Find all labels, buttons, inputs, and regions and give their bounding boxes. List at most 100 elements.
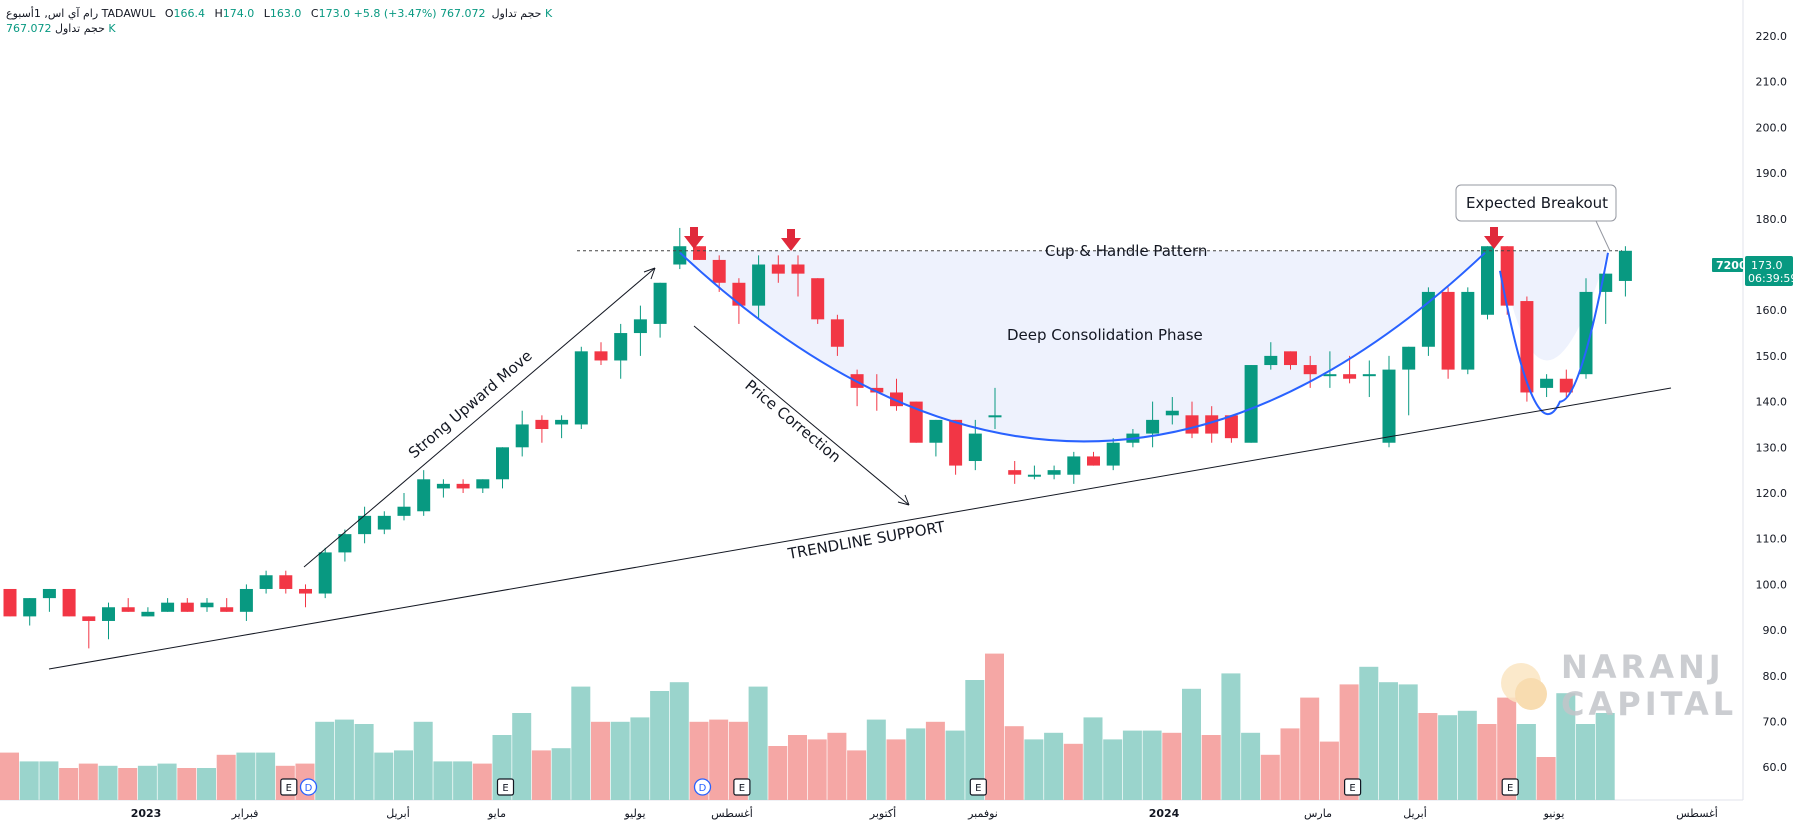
- volume-bar: [571, 686, 591, 800]
- candle-body: [82, 616, 96, 621]
- earnings-marker[interactable]: E: [733, 778, 751, 796]
- candle-body: [1165, 410, 1179, 416]
- candle-body: [102, 607, 115, 621]
- last-price: 173.0: [1751, 259, 1783, 272]
- volume-bar: [807, 739, 827, 800]
- volume-bar: [965, 680, 985, 800]
- earnings-marker[interactable]: E: [1501, 778, 1519, 796]
- candle-body: [1284, 351, 1297, 366]
- volume-bar: [98, 765, 118, 800]
- candle-body: [633, 319, 647, 334]
- candle-body: [338, 534, 352, 553]
- breakout-callout-pointer: [1595, 220, 1611, 252]
- candle: [1087, 451, 1100, 466]
- candle-body: [968, 433, 982, 462]
- price-tick-label: 220.0: [1756, 30, 1788, 43]
- candle-body: [318, 552, 332, 594]
- earnings-marker[interactable]: E: [969, 778, 987, 796]
- candle-body: [141, 611, 155, 617]
- dividend-marker[interactable]: D: [299, 778, 318, 796]
- volume-bar: [1438, 715, 1458, 800]
- time-axis[interactable]: 2023 فبراير أبريل مايو يوليو أغسطس أكتوبر نوفمب…: [131, 806, 1718, 820]
- candle: [1027, 465, 1041, 480]
- earnings-marker[interactable]: E: [496, 778, 515, 796]
- price-axis[interactable]: 220.0210.0200.0190.0180.0170.0160.0150.0…: [1756, 30, 1788, 774]
- volume-bar: [827, 732, 847, 800]
- candle: [791, 255, 805, 297]
- time-tick-label: أبريل: [386, 806, 410, 820]
- candle-body: [1362, 374, 1376, 377]
- volume-bar: [1339, 684, 1359, 800]
- volume-bar: [847, 750, 867, 800]
- candle-body: [574, 351, 588, 425]
- legend-close-label: C: [310, 7, 319, 20]
- time-tick-label: أبريل: [1403, 806, 1427, 820]
- earnings-marker[interactable]: E: [280, 778, 298, 796]
- candle-body: [1264, 355, 1278, 366]
- candle: [161, 598, 175, 612]
- price-tick-label: 180.0: [1756, 213, 1788, 226]
- legend-change: +5.8 (+3.47%): [353, 7, 437, 20]
- volume-bar: [512, 713, 532, 800]
- volume-bar: [354, 724, 374, 800]
- candle: [318, 547, 332, 599]
- candle: [949, 419, 963, 475]
- dividend-marker[interactable]: D: [693, 778, 712, 796]
- candle: [594, 342, 608, 366]
- time-tick-label: أغسطس: [1676, 806, 1718, 820]
- price-tick-label: 150.0: [1756, 350, 1788, 363]
- candle: [1146, 401, 1160, 448]
- volume-bar: [1398, 684, 1418, 800]
- price-tick-label: 110.0: [1756, 533, 1788, 546]
- candle: [1106, 438, 1120, 471]
- volume-bar: [788, 735, 807, 800]
- candle-body: [1343, 374, 1357, 379]
- candle-body: [358, 515, 372, 535]
- marker-label: E: [286, 783, 292, 794]
- volume-bar: [630, 717, 650, 800]
- volume-bar: [256, 752, 276, 800]
- candle-body: [1441, 291, 1455, 370]
- earnings-marker[interactable]: E: [1343, 778, 1362, 796]
- candle: [377, 511, 391, 535]
- candle: [1343, 355, 1357, 384]
- label-cup-handle: Cup & Handle Pattern: [1045, 242, 1207, 260]
- candle-body: [496, 447, 509, 480]
- volume-bar: [531, 750, 551, 800]
- time-tick-label: يونيو: [1543, 807, 1565, 820]
- volume-bar: [945, 730, 965, 800]
- volume-bar: [768, 746, 788, 800]
- candle-body: [161, 602, 175, 612]
- candle: [220, 598, 234, 612]
- candle: [279, 570, 293, 594]
- candle: [673, 227, 687, 270]
- cup-curve: [679, 252, 1486, 443]
- volume-bar: [1477, 724, 1497, 800]
- candle: [1008, 461, 1022, 484]
- volume-bar: [413, 721, 433, 800]
- candle-body: [200, 602, 214, 608]
- legend-volume-study-label[interactable]: حجم تداول: [55, 22, 105, 35]
- chart-legend: رام آي اس, 1أسبوع TADAWUL O166.4 H174.0 …: [6, 6, 552, 36]
- candle: [1618, 246, 1632, 297]
- candle-body: [1185, 415, 1199, 434]
- candle: [1402, 346, 1416, 416]
- candle-body: [594, 351, 608, 361]
- candle-body: [1047, 470, 1061, 475]
- candle: [121, 598, 135, 612]
- candle: [436, 479, 450, 498]
- candle: [771, 255, 785, 283]
- candle-body: [1027, 474, 1041, 477]
- price-tick-label: 140.0: [1756, 396, 1788, 409]
- volume-bar: [610, 721, 630, 800]
- candle: [1067, 451, 1081, 484]
- candle-body: [1087, 456, 1100, 466]
- volume-bar: [650, 691, 670, 800]
- legend-symbol[interactable]: رام آي اس, 1أسبوع: [6, 7, 99, 20]
- volume-bar: [1004, 726, 1024, 800]
- candle: [456, 479, 470, 493]
- volume-bar: [1241, 732, 1261, 800]
- candle-body: [1067, 456, 1081, 475]
